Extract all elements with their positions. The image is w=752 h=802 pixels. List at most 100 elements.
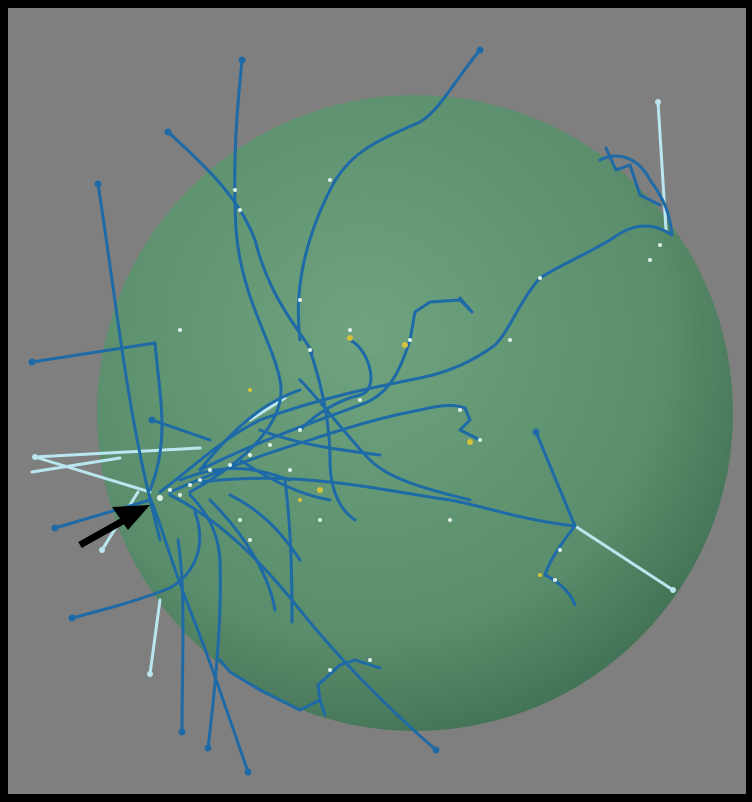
node <box>198 478 202 482</box>
dark-branch <box>296 48 482 342</box>
node <box>238 208 242 212</box>
dark-branch <box>543 524 577 607</box>
yellow-node <box>298 498 302 502</box>
endpoint <box>178 728 186 736</box>
dark-branch <box>298 378 472 502</box>
dark-branch <box>598 154 674 237</box>
endpoint <box>68 614 76 622</box>
endpoint <box>476 46 484 54</box>
dark-branch <box>30 341 164 492</box>
endpoint <box>432 746 440 754</box>
dark-branch <box>168 493 438 752</box>
endpoint <box>99 547 105 553</box>
node <box>558 548 562 552</box>
node <box>298 298 302 302</box>
yellow-nodes <box>248 335 542 577</box>
dark-branch <box>283 478 294 624</box>
endpoint <box>164 128 172 136</box>
node <box>538 276 542 280</box>
dark-branch <box>308 348 357 522</box>
node <box>348 328 352 332</box>
endpoint <box>51 524 59 532</box>
dark-branch <box>198 430 577 528</box>
endpoint <box>244 768 252 776</box>
endpoint <box>655 99 661 105</box>
dark-branch <box>238 458 332 502</box>
node <box>658 243 662 247</box>
node <box>178 328 182 332</box>
endpoint <box>204 744 212 752</box>
yellow-node <box>317 487 323 493</box>
dark-branches <box>30 48 674 774</box>
node <box>328 668 332 672</box>
node <box>648 258 652 262</box>
light-branches <box>30 100 675 676</box>
light-branch <box>30 456 122 474</box>
yellow-node <box>402 342 408 348</box>
dark-branch <box>604 146 662 207</box>
yellow-node <box>538 573 542 577</box>
dark-branch <box>258 428 382 457</box>
dark-branch <box>166 130 314 354</box>
node <box>408 338 412 342</box>
dark-branch <box>150 418 212 442</box>
endpoint <box>94 180 102 188</box>
light-branch <box>33 446 202 459</box>
node <box>233 188 237 192</box>
branch-nodes <box>157 178 662 672</box>
endpoint <box>32 454 38 460</box>
node <box>188 483 192 487</box>
node <box>298 428 302 432</box>
node <box>238 518 242 522</box>
dark-branch <box>298 338 373 432</box>
node <box>288 468 292 472</box>
green-sphere[interactable] <box>97 95 733 731</box>
dark-branch <box>158 224 674 494</box>
node <box>228 463 232 467</box>
node <box>268 443 272 447</box>
node <box>178 493 182 497</box>
yellow-node <box>467 439 473 445</box>
yellow-node <box>248 388 252 392</box>
node <box>308 348 312 352</box>
node <box>448 518 452 522</box>
node <box>328 178 332 182</box>
endpoint <box>148 416 156 424</box>
light-branch <box>573 524 675 592</box>
node <box>248 453 252 457</box>
node <box>157 495 163 501</box>
node <box>358 398 362 402</box>
node <box>208 468 212 472</box>
node <box>553 578 557 582</box>
dark-branch <box>228 493 302 562</box>
dark-branch <box>208 498 277 612</box>
dark-branch <box>148 496 250 774</box>
node <box>248 538 252 542</box>
node <box>508 338 512 342</box>
endpoint <box>238 56 246 64</box>
dark-branch <box>458 406 482 442</box>
dark-branch <box>70 510 202 620</box>
dark-branch <box>176 538 185 734</box>
light-branch <box>656 100 668 232</box>
node <box>458 408 462 412</box>
dark-branch <box>198 388 302 472</box>
black-arrow-icon <box>78 505 150 549</box>
endpoint <box>147 671 153 677</box>
endpoint <box>28 358 36 366</box>
branch-endpoints <box>28 46 676 776</box>
endpoint <box>670 587 676 593</box>
dark-branch <box>178 467 292 482</box>
endpoint <box>532 428 540 436</box>
dark-branch <box>318 698 327 717</box>
node <box>368 658 372 662</box>
dark-branch <box>188 58 283 494</box>
yellow-node <box>347 335 353 341</box>
node <box>478 438 482 442</box>
node <box>318 518 322 522</box>
light-branch <box>33 455 152 494</box>
light-branch <box>148 598 162 676</box>
dark-branch <box>53 498 152 530</box>
